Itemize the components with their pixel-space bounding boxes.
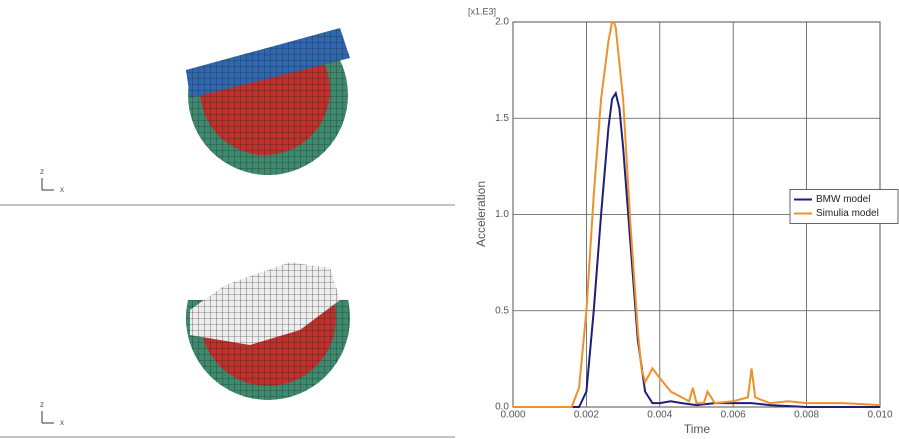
chart: [x1.E3] Time Acceleration 0.00.51.01.52.…	[468, 6, 898, 436]
legend-label: Simulia model	[816, 208, 879, 219]
x-tick-label: 0.004	[647, 410, 672, 421]
canvas: z x z x [x1.E3] Time Acceleration 0.00.5…	[0, 0, 899, 439]
y-tick-label: 2.0	[495, 17, 509, 28]
x-tick-label: 0.006	[721, 410, 746, 421]
mesh-view-bottom	[186, 236, 350, 400]
screen: z x z x [x1.E3] Time Acceleration 0.00.5…	[0, 0, 899, 439]
axis-triad: z x	[40, 400, 64, 427]
y-tick-label: 0.5	[495, 305, 509, 316]
y-axis-label: Acceleration	[474, 181, 488, 247]
y-tick-label: 1.5	[495, 113, 509, 124]
x-tick-label: 0.000	[500, 410, 525, 421]
y-tick-label: 1.0	[495, 209, 509, 220]
x-tick-label: 0.010	[867, 410, 892, 421]
triad-label: z	[40, 400, 44, 409]
triad-label: x	[60, 185, 64, 194]
triad-label: z	[40, 167, 44, 176]
axis-triad: z x	[40, 167, 64, 194]
x-tick-label: 0.002	[574, 410, 599, 421]
mesh-view-top	[186, 15, 350, 175]
triad-label: x	[60, 418, 64, 427]
x-axis-label: Time	[684, 422, 711, 436]
x-tick-label: 0.008	[794, 410, 819, 421]
legend-label: BMW model	[816, 194, 870, 205]
scale-label: [x1.E3]	[468, 6, 496, 16]
